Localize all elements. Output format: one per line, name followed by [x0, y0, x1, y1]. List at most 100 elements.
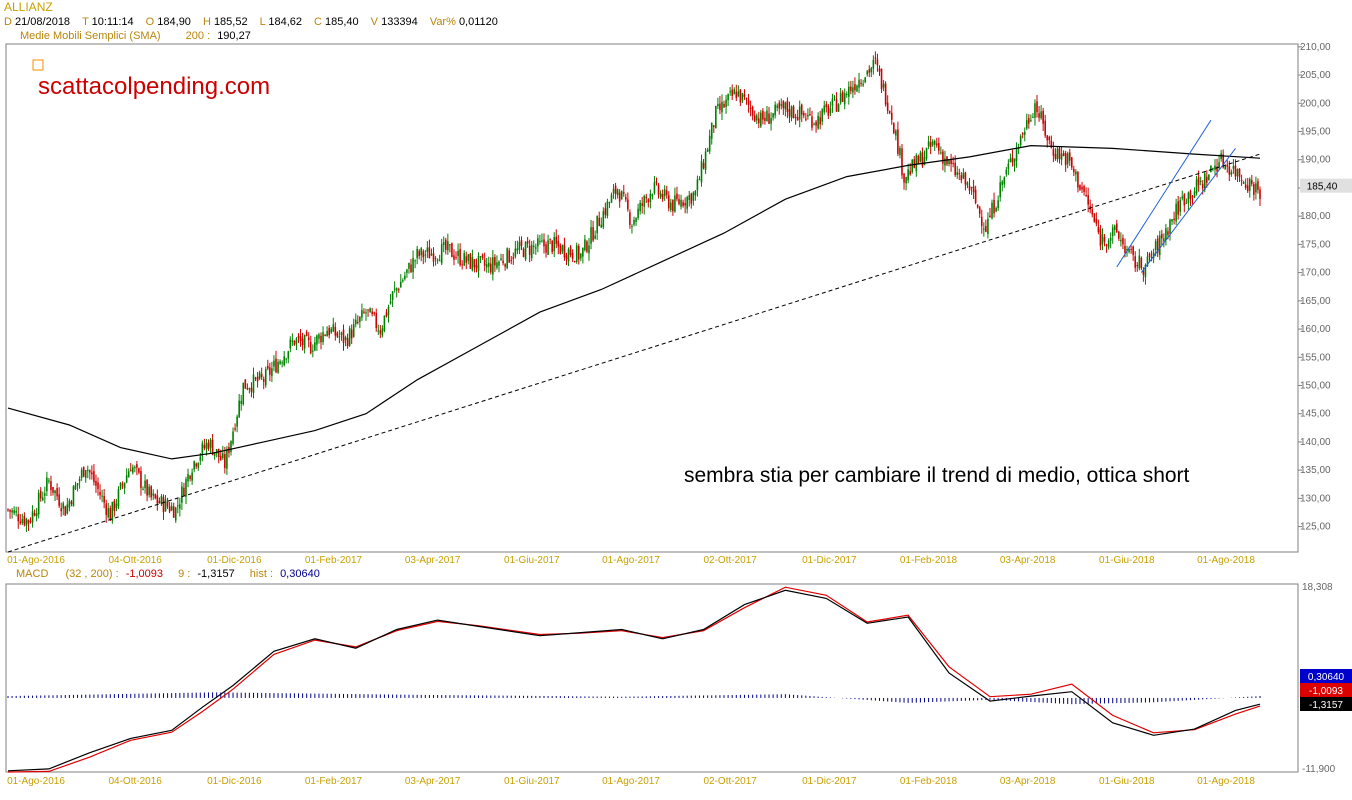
- candle-body: [522, 248, 525, 257]
- candle-body: [543, 239, 545, 247]
- x-tick-label: 01-Dic-2016: [207, 555, 262, 566]
- candle-body: [359, 316, 361, 322]
- candle-body: [1230, 171, 1233, 175]
- candle-body: [582, 247, 584, 257]
- candle-body: [631, 226, 633, 228]
- candle-body: [267, 365, 269, 369]
- candle-body: [704, 151, 707, 170]
- candle-body: [514, 248, 517, 257]
- x-tick-label: 01-Giu-2018: [1099, 555, 1155, 566]
- candle-body: [678, 199, 680, 205]
- candle-body: [222, 453, 224, 459]
- candle-body: [185, 479, 187, 497]
- candle-body: [70, 501, 73, 504]
- candle-body: [649, 193, 652, 203]
- candle-body: [461, 264, 463, 266]
- candle-body: [530, 244, 533, 259]
- x-tick-label: 01-Giu-2017: [504, 776, 560, 787]
- candle-body: [1193, 191, 1196, 198]
- candle-body: [1066, 153, 1069, 164]
- candle-body: [164, 499, 167, 512]
- candle-body: [328, 327, 330, 336]
- candle-body: [841, 91, 844, 102]
- candle-body: [459, 249, 461, 265]
- ohlc-value: 0,01120: [458, 16, 498, 28]
- candle-body: [1187, 192, 1190, 203]
- price-panel-frame: [5, 43, 1299, 553]
- candle-body: [357, 321, 359, 323]
- x-tick-label: 01-Ago-2018: [1197, 776, 1255, 787]
- candle-body: [890, 112, 893, 120]
- candle-body: [76, 482, 79, 486]
- candle-body: [414, 260, 416, 262]
- candle-body: [1040, 111, 1042, 119]
- candle-body: [82, 467, 85, 477]
- macd-panel-frame: [5, 583, 1299, 773]
- candle-body: [1146, 256, 1149, 267]
- candle-body: [1201, 183, 1204, 189]
- candle-body: [199, 456, 202, 461]
- candle-body: [217, 448, 220, 458]
- candle-body: [888, 111, 891, 113]
- candle-body: [639, 202, 641, 212]
- candle-body: [52, 487, 54, 493]
- candle-body: [835, 98, 838, 112]
- candle-body: [1140, 257, 1143, 269]
- candle-body: [181, 486, 183, 503]
- candle-body: [279, 361, 281, 364]
- candle-body: [665, 190, 668, 195]
- candle-body: [1032, 116, 1034, 118]
- candle-body: [684, 203, 686, 206]
- candle-body: [381, 328, 384, 336]
- candle-body: [629, 212, 631, 225]
- candle-body: [1023, 131, 1026, 135]
- candle-body: [1218, 162, 1220, 169]
- candle-body: [796, 117, 799, 121]
- candle-body: [741, 93, 744, 101]
- candle-body: [224, 454, 226, 469]
- candle-body: [97, 482, 99, 490]
- candle-body: [289, 339, 292, 349]
- candle-body: [473, 259, 476, 268]
- candle-body: [518, 241, 521, 250]
- candle-body: [606, 201, 609, 217]
- candle-body: [1244, 184, 1247, 188]
- candle-body: [985, 226, 987, 232]
- y-tick-label: 145,00: [1300, 409, 1331, 420]
- candle-body: [1158, 235, 1161, 256]
- candle-body: [643, 195, 646, 207]
- candle-body: [113, 500, 116, 511]
- signal-value: -1,3157: [197, 568, 235, 580]
- candle-body: [641, 203, 643, 206]
- x-tick-label: 01-Feb-2018: [900, 776, 958, 787]
- candle-body: [954, 162, 956, 176]
- candle-body: [420, 248, 423, 256]
- candle-body: [1036, 101, 1038, 113]
- candle-body: [935, 143, 938, 146]
- candle-body: [62, 503, 65, 509]
- candle-body: [1009, 158, 1012, 163]
- candle-body: [537, 238, 539, 247]
- y-tick-label: 195,00: [1300, 126, 1331, 137]
- candle-body: [780, 104, 783, 106]
- candle-body: [1253, 184, 1255, 195]
- candle-body: [960, 175, 963, 181]
- candle-body: [760, 112, 762, 127]
- candle-body: [1021, 133, 1024, 135]
- candle-body: [717, 104, 719, 107]
- candle-body: [790, 106, 793, 119]
- candle-body: [399, 281, 402, 288]
- candle-body: [929, 142, 932, 147]
- candle-body: [798, 106, 801, 120]
- candle-body: [743, 94, 746, 97]
- candle-body: [281, 362, 283, 364]
- macd-value: -1,0093: [125, 568, 164, 580]
- candle-body: [1203, 173, 1206, 191]
- candle-body: [813, 123, 815, 125]
- candle-body: [749, 107, 752, 109]
- candle-body: [1097, 227, 1100, 232]
- candle-body: [1019, 135, 1022, 146]
- candle-body: [719, 103, 721, 111]
- candle-body: [1085, 195, 1087, 197]
